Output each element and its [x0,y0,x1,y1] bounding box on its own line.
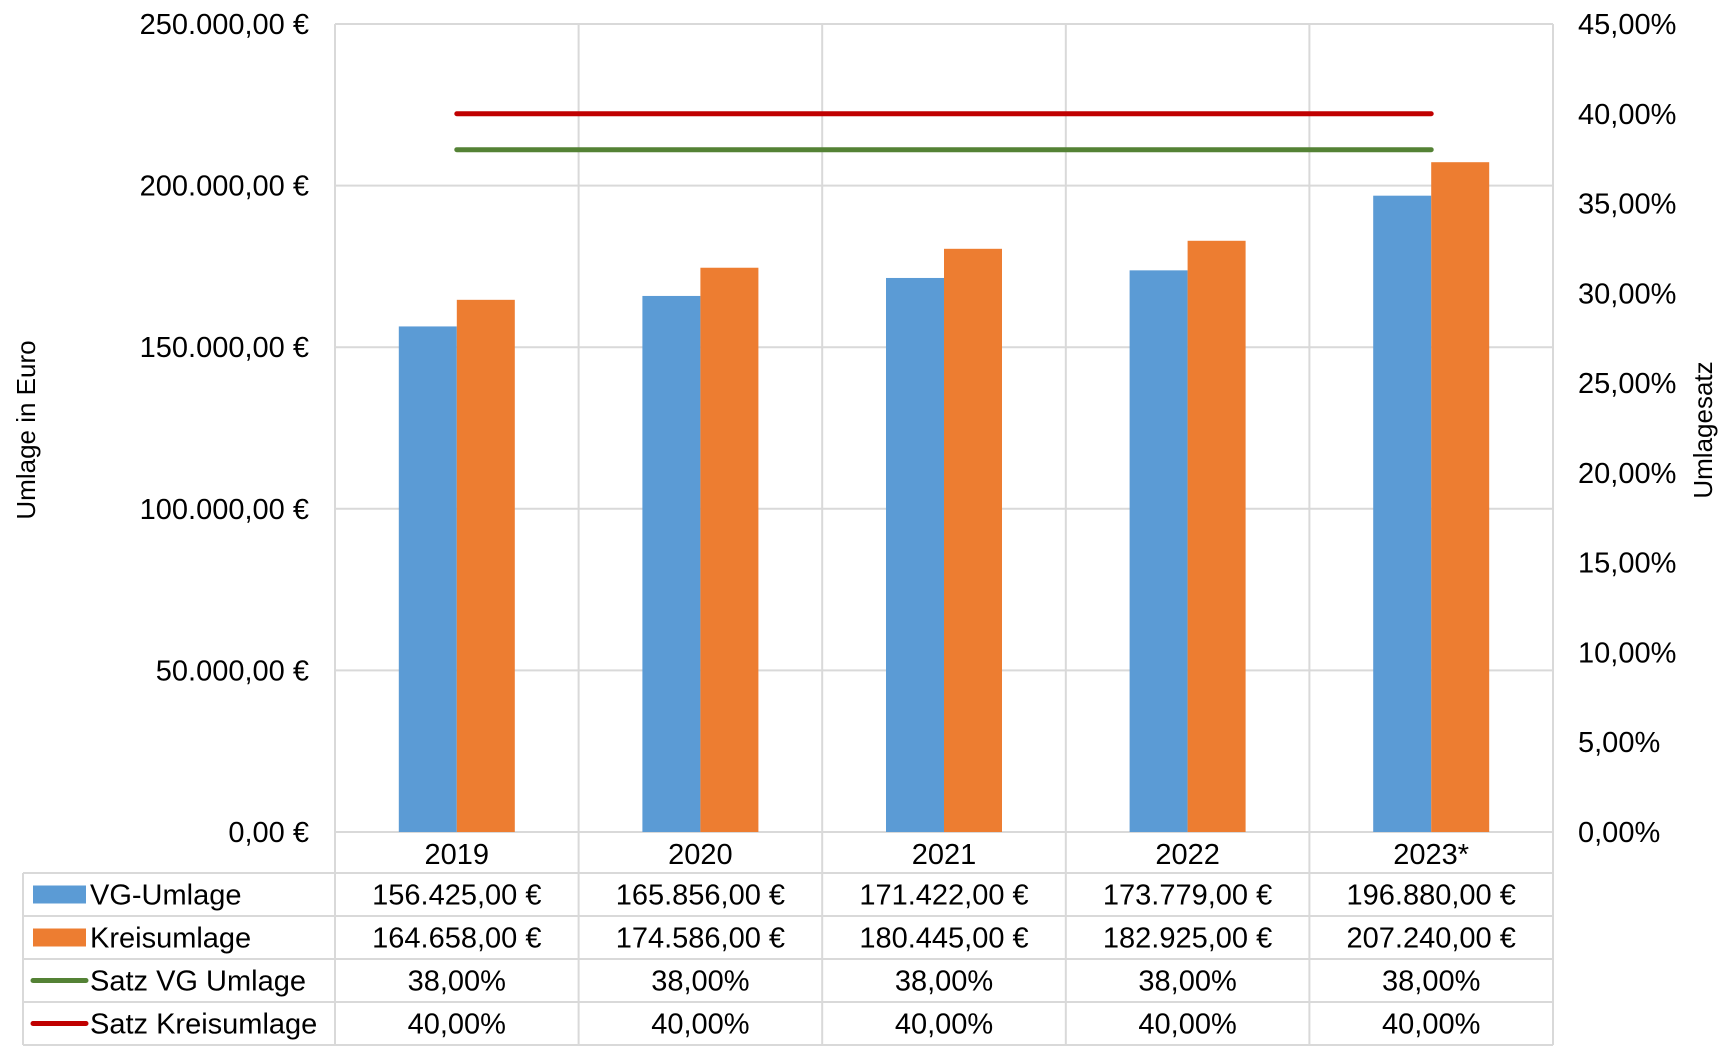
category-label: 2023* [1393,839,1469,871]
table-cell: 38,00% [408,966,506,998]
y2-tick-label: 15,00% [1578,548,1676,580]
legend-key-vg-umlage [33,885,86,904]
table-cell: 174.586,00 € [616,923,785,955]
bar-kreisumlage [1187,240,1246,833]
category-labels: 2019 2020 2021 2022 2023* [425,839,1470,871]
bar-vg-umlage [398,326,457,832]
y2-tick-label: 10,00% [1578,637,1676,669]
legend-label: VG-Umlage [90,880,242,912]
bar-vg-umlage [1373,195,1432,832]
bar-kreisumlage [456,299,515,833]
bar-kreisumlage [1431,162,1490,832]
category-label: 2022 [1155,839,1220,871]
y2-axis-title: Umlagesatz [1688,361,1718,498]
table-cell: 173.779,00 € [1103,880,1272,912]
rate-lines [454,111,1434,153]
table-cell: 40,00% [651,1009,749,1041]
bars [398,162,1490,833]
table-cell: 38,00% [895,966,993,998]
y2-tick-label: 5,00% [1578,727,1660,759]
table-cell: 196.880,00 € [1347,880,1516,912]
bar-kreisumlage [700,267,759,832]
right-axis-ticks: 0,00% 5,00% 10,00% 15,00% 20,00% 25,00% 30,00%… [1578,9,1676,849]
y2-tick-label: 25,00% [1578,368,1676,400]
table-cell: 171.422,00 € [859,880,1028,912]
table-cell: 40,00% [408,1009,506,1041]
legend-label: Satz Kreisumlage [90,1009,317,1041]
category-label: 2021 [912,839,977,871]
y-tick-label: 0,00 € [228,817,309,849]
table-cell: 38,00% [1382,966,1480,998]
legend-label: Satz VG Umlage [90,966,306,998]
y2-tick-label: 20,00% [1578,458,1676,490]
table-cell: 40,00% [895,1009,993,1041]
table-cell: 207.240,00 € [1347,923,1516,955]
y-tick-label: 50.000,00 € [156,655,309,687]
category-label: 2019 [425,839,490,871]
y2-tick-label: 45,00% [1578,9,1676,41]
table-cell: 165.856,00 € [616,880,785,912]
table-cell: 182.925,00 € [1103,923,1272,955]
table-cell: 38,00% [651,966,749,998]
bar-vg-umlage [642,295,701,833]
table-cell: 156.425,00 € [372,880,541,912]
table-cell: 38,00% [1138,966,1236,998]
y-tick-label: 250.000,00 € [140,9,309,41]
y-tick-label: 200.000,00 € [140,171,309,203]
y2-tick-label: 30,00% [1578,278,1676,310]
y2-tick-label: 35,00% [1578,189,1676,221]
bar-vg-umlage [1129,270,1188,832]
table-cell: 40,00% [1138,1009,1236,1041]
data-table: VG-Umlage 156.425,00 € 165.856,00 € 171.422… [30,880,1516,1041]
y-tick-label: 100.000,00 € [140,494,309,526]
table-cell: 164.658,00 € [372,923,541,955]
bar-vg-umlage [886,277,944,832]
category-label: 2020 [668,839,733,871]
legend-label: Kreisumlage [90,923,251,955]
table-cell: 180.445,00 € [859,923,1028,955]
legend-key-kreisumlage [33,928,86,947]
table-cell: 40,00% [1382,1009,1480,1041]
grid-lines [334,23,1554,1045]
left-axis-ticks: 0,00 € 50.000,00 € 100.000,00 € 150.000,00 … [140,9,309,849]
y-tick-label: 150.000,00 € [140,332,309,364]
y2-tick-label: 0,00% [1578,817,1660,849]
bar-kreisumlage [944,248,1002,832]
y2-tick-label: 40,00% [1578,99,1676,131]
y-axis-title: Umlage in Euro [11,340,41,519]
